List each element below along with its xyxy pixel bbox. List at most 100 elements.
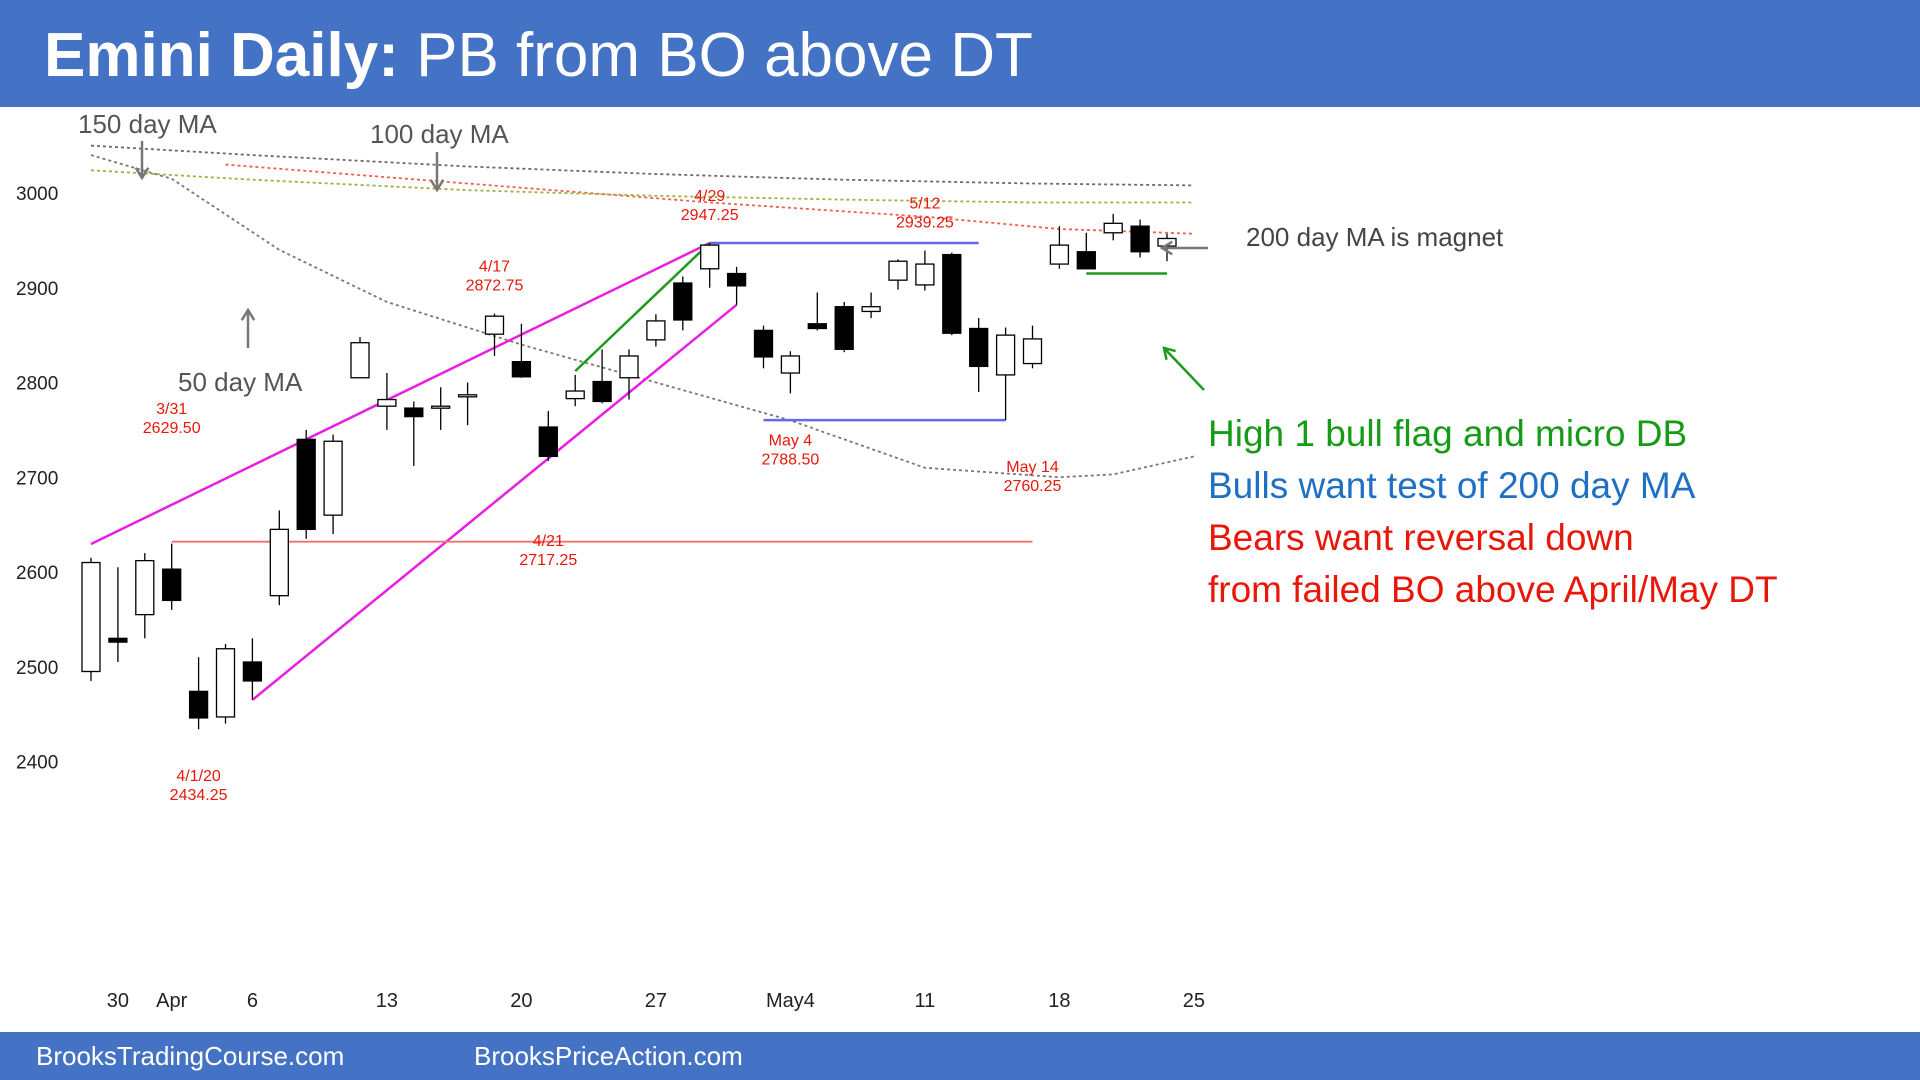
candle <box>538 410 558 461</box>
price-label-date: May 4 <box>769 432 813 449</box>
candle-body <box>753 329 774 358</box>
candle-body <box>215 648 236 718</box>
footer-right-link[interactable]: BrooksPriceAction.com <box>474 1041 743 1071</box>
commentary-line-4: from failed BO above April/May DT <box>1208 569 1778 610</box>
trendline <box>574 242 711 373</box>
candle-body <box>350 342 370 379</box>
annotation-100-arrow-head <box>429 179 445 193</box>
candle <box>404 401 424 466</box>
candle <box>135 553 155 639</box>
price-label-date: 5/12 <box>909 196 940 213</box>
candle-body <box>969 327 989 368</box>
y-tick-label: 2400 <box>16 753 58 774</box>
candle-body <box>915 263 935 286</box>
candle-body <box>1022 338 1043 365</box>
candle <box>780 351 801 394</box>
footer-left-link[interactable]: BrooksTradingCourse.com <box>36 1041 345 1071</box>
candle-body <box>942 253 962 334</box>
moving-average-line <box>90 144 1194 187</box>
candle <box>861 292 881 319</box>
candle <box>188 657 209 730</box>
candle <box>726 266 747 305</box>
candle <box>215 644 236 724</box>
candle <box>619 349 639 400</box>
candle-body <box>135 559 155 616</box>
candle <box>1022 325 1043 369</box>
footer-bar: BrooksTradingCourse.com BrooksPriceActio… <box>0 1032 1920 1080</box>
price-label-value: 2434.25 <box>170 787 228 804</box>
candle-body <box>431 405 451 409</box>
candle-body <box>81 561 101 673</box>
candle-body <box>673 282 693 321</box>
candle-body <box>162 568 182 602</box>
annotation-150-day-ma: 150 day MA <box>78 109 217 139</box>
candle <box>915 250 935 291</box>
candle <box>753 325 774 369</box>
candle-body <box>484 315 505 335</box>
moving-average-line <box>90 169 1194 204</box>
candle <box>700 242 720 288</box>
price-label-date: 3/31 <box>156 401 187 418</box>
y-tick-label: 3000 <box>16 184 58 205</box>
candle-body <box>726 272 747 287</box>
y-tick-label: 2900 <box>16 279 58 300</box>
candlestick-chart: 2400 2500 2600 2700 2800 2900 3000 30 Apr 6 13 20 27… <box>16 109 1504 1012</box>
candle <box>592 349 612 404</box>
candle-body <box>457 394 478 398</box>
moving-average-line <box>225 163 1194 235</box>
commentary-line-2: Bulls want test of 200 day MA <box>1208 465 1696 506</box>
candle <box>108 567 128 663</box>
trendline <box>251 303 738 701</box>
annotation-50-arrow-head <box>240 307 256 321</box>
candle <box>888 259 908 290</box>
candle <box>969 318 989 392</box>
candle-body <box>619 355 639 379</box>
candle-body <box>700 244 720 270</box>
candle <box>511 323 532 378</box>
candle-body <box>511 361 532 378</box>
page-title: Emini Daily: PB from BO above DT <box>44 18 1033 94</box>
price-label-date: 4/17 <box>479 259 510 276</box>
candle <box>565 374 585 407</box>
candle-body <box>242 661 263 682</box>
y-tick-label: 2800 <box>16 374 58 395</box>
candle-body <box>834 306 854 350</box>
candle-body <box>646 320 666 341</box>
candle-body <box>377 398 397 407</box>
title-bar: Emini Daily: PB from BO above DT <box>0 0 1920 107</box>
price-label-date: 4/1/20 <box>176 768 221 785</box>
title-rest: PB from BO above DT <box>416 21 1033 90</box>
price-label-value: 2629.50 <box>143 420 201 437</box>
candle <box>431 387 451 430</box>
x-tick-label: 30 <box>107 990 129 1012</box>
candle <box>673 276 693 331</box>
x-tick-label: Apr <box>156 990 187 1012</box>
candle-body <box>780 355 801 374</box>
price-label-value: 2939.25 <box>896 215 954 232</box>
x-tick-label: 25 <box>1183 990 1205 1012</box>
candle <box>269 510 289 606</box>
candle <box>995 327 1016 421</box>
candle <box>484 313 505 356</box>
price-label-value: 2788.50 <box>761 451 819 468</box>
candle <box>162 543 182 610</box>
x-tick-label: May4 <box>766 990 815 1012</box>
candle-body <box>861 306 881 313</box>
candle-body <box>1130 225 1150 253</box>
candle-body <box>807 323 827 330</box>
annotation-green-arrow-head <box>1162 346 1176 360</box>
candle <box>81 557 101 681</box>
y-tick-label: 2600 <box>16 563 58 584</box>
y-tick-label: 2500 <box>16 658 58 679</box>
price-label-value: 2872.75 <box>466 278 524 295</box>
candle <box>242 638 263 700</box>
x-tick-label: 18 <box>1048 990 1070 1012</box>
candle-body <box>404 407 424 418</box>
candle-body <box>188 690 209 719</box>
candle-body <box>269 528 289 597</box>
moving-average-line <box>90 154 1195 479</box>
candle-body <box>1103 222 1123 234</box>
x-tick-label: 6 <box>247 990 258 1012</box>
candle-body <box>565 390 585 400</box>
candle-body <box>108 637 128 643</box>
